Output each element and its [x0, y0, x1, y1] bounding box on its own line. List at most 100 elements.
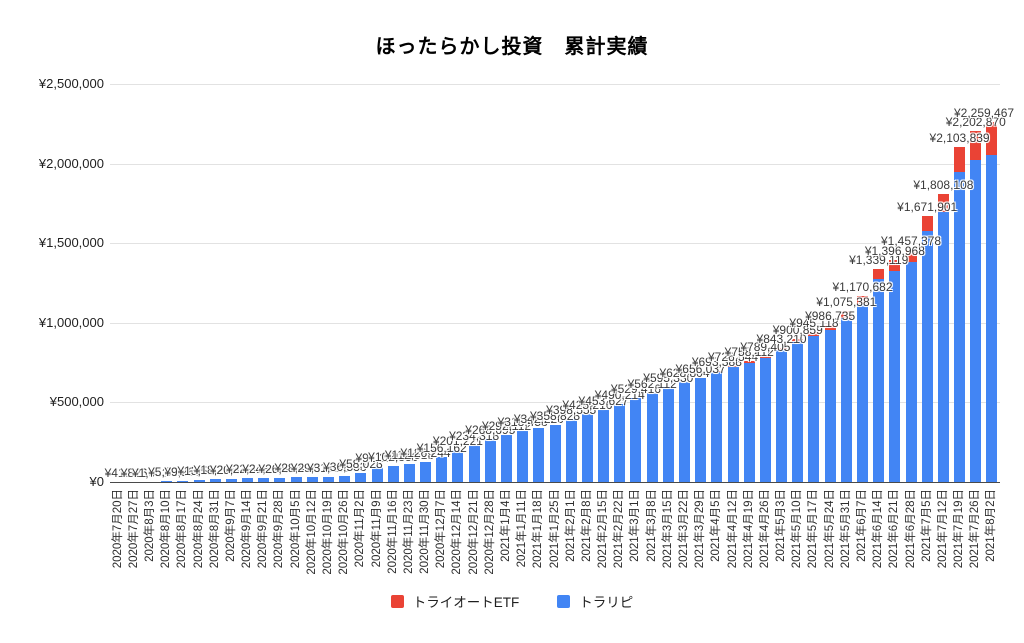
bar-toraripi — [533, 427, 545, 482]
bar-triauto-etf — [840, 310, 852, 318]
bar-value-label: ¥36,533 — [323, 460, 367, 475]
bar-value-label: ¥1,952 — [131, 466, 169, 480]
bar-value-label: ¥562,112 — [627, 376, 677, 391]
bar-toraripi — [662, 387, 674, 482]
bar-toraripi — [225, 478, 237, 482]
gridline — [110, 163, 1000, 165]
legend-label: トラリピ — [579, 595, 634, 610]
bar-value-label: ¥595,330 — [643, 371, 694, 386]
x-axis-label: 2021年4月5日 — [710, 489, 723, 562]
bar-toraripi — [727, 367, 739, 482]
bar-triauto-etf — [873, 268, 885, 280]
bar-toraripi — [242, 478, 254, 482]
bar-toraripi — [759, 357, 771, 482]
bar-triauto-etf — [921, 215, 933, 232]
bar-toraripi — [193, 479, 205, 482]
x-axis-label: 2021年6月28日 — [904, 489, 917, 569]
bar-toraripi — [403, 464, 415, 482]
bar-toraripi — [840, 317, 852, 482]
bar-toraripi — [986, 155, 998, 482]
bar-toraripi — [177, 480, 189, 482]
x-axis-label: 2021年4月19日 — [742, 489, 755, 569]
x-axis-label: 2021年3月8日 — [645, 489, 658, 562]
gridline — [110, 84, 1000, 85]
y-axis-label: ¥1,000,000 — [38, 314, 104, 330]
x-axis-label: 2020年9月21日 — [257, 489, 270, 569]
bar-value-label: ¥112,518 — [384, 448, 435, 463]
bar-toraripi — [792, 342, 804, 482]
x-axis-label: 2021年2月22日 — [613, 489, 626, 569]
bar-triauto-etf — [856, 295, 868, 304]
x-axis-label: 2020年11月16日 — [386, 489, 399, 574]
bar-toraripi — [161, 481, 173, 482]
bar-value-label: ¥1,075,381 — [816, 294, 877, 309]
bar-value-label: ¥29,926 — [290, 461, 335, 476]
bar-triauto-etf — [792, 338, 804, 343]
bar-value-label: ¥358,828 — [530, 408, 581, 423]
x-axis-label: 2020年8月3日 — [143, 489, 156, 562]
y-axis-label: ¥2,500,000 — [38, 76, 104, 91]
bar-value-label: ¥58,028 — [339, 456, 383, 471]
bar-value-label: ¥2,259,467 — [954, 106, 1015, 121]
x-axis-label: 2020年12月7日 — [435, 489, 448, 569]
bar-value-label: ¥2,202,870 — [945, 115, 1006, 130]
bar-value-label: ¥201,221 — [432, 433, 483, 448]
x-axis-label: 2021年7月19日 — [953, 489, 966, 569]
x-axis-label: 2021年1月4日 — [499, 489, 512, 562]
bar-value-label: ¥413 — [104, 466, 132, 480]
bar-value-label: ¥26,854 — [258, 461, 302, 476]
bar-triauto-etf — [954, 147, 966, 173]
x-axis-label: 2020年10月26日 — [338, 489, 351, 575]
bar-triauto-etf — [986, 122, 998, 156]
y-axis-label: ¥0 — [89, 474, 104, 489]
x-axis-label: 2020年8月24日 — [192, 489, 205, 569]
y-axis-label: ¥1,500,000 — [38, 235, 104, 251]
bar-toraripi — [856, 303, 868, 482]
bar-value-label: ¥1,457,378 — [881, 233, 942, 248]
x-axis-label: 2020年8月31日 — [208, 489, 221, 569]
bar-value-label: ¥2,103,839 — [929, 131, 990, 146]
bar-toraripi — [905, 262, 917, 482]
x-axis-label: 2020年12月14日 — [451, 489, 464, 575]
bar-value-label: ¥268,695 — [465, 423, 516, 438]
bar-triauto-etf — [727, 366, 739, 368]
bar-toraripi — [743, 362, 755, 482]
bar-value-label: ¥234,318 — [449, 428, 500, 443]
x-axis-label: 2020年12月21日 — [467, 489, 480, 575]
bar-value-label: ¥24,126 — [242, 462, 286, 477]
x-axis-label: 2021年1月18日 — [532, 489, 545, 569]
x-axis-label: 2020年11月23日 — [402, 489, 415, 574]
bar-toraripi — [598, 409, 610, 482]
bar-value-label: ¥693,388 — [691, 355, 742, 370]
x-axis-label: 2021年7月12日 — [936, 489, 949, 569]
bar-value-label: ¥726,544 — [708, 350, 759, 365]
gridline — [110, 402, 1000, 404]
bar-value-label: ¥342,220 — [513, 411, 564, 426]
bar-value-label: ¥900,859 — [772, 322, 823, 337]
bar-toraripi — [873, 279, 885, 482]
bar-toraripi — [695, 377, 707, 482]
bar-value-label: ¥102,336 — [368, 449, 419, 464]
x-axis-label: 2021年7月5日 — [920, 489, 933, 562]
x-axis-label: 2020年12月28日 — [483, 489, 496, 575]
bar-toraripi — [889, 271, 901, 482]
bar-triauto-etf — [889, 259, 901, 272]
bar-value-label: ¥425,216 — [562, 398, 613, 413]
bar-toraripi — [678, 381, 690, 482]
bar-triauto-etf — [970, 131, 982, 161]
bar-triauto-etf — [937, 194, 949, 212]
bar-triauto-etf — [776, 347, 788, 351]
bar-value-label: ¥843,210 — [756, 331, 807, 346]
x-axis-label: 2020年11月30日 — [419, 489, 432, 574]
x-axis-label: 2020年9月7日 — [224, 489, 237, 562]
bar-value-label: ¥20,443 — [209, 462, 254, 477]
bar-toraripi — [954, 172, 966, 482]
bar-value-label: ¥1,808,108 — [913, 178, 974, 193]
bar-value-label: ¥18,226 — [193, 463, 238, 478]
bar-toraripi — [468, 444, 480, 482]
bar-toraripi — [500, 435, 512, 482]
bar-toraripi — [355, 472, 367, 482]
x-axis-label: 2021年5月24日 — [823, 489, 836, 569]
x-axis-label: 2020年10月12日 — [305, 489, 318, 575]
